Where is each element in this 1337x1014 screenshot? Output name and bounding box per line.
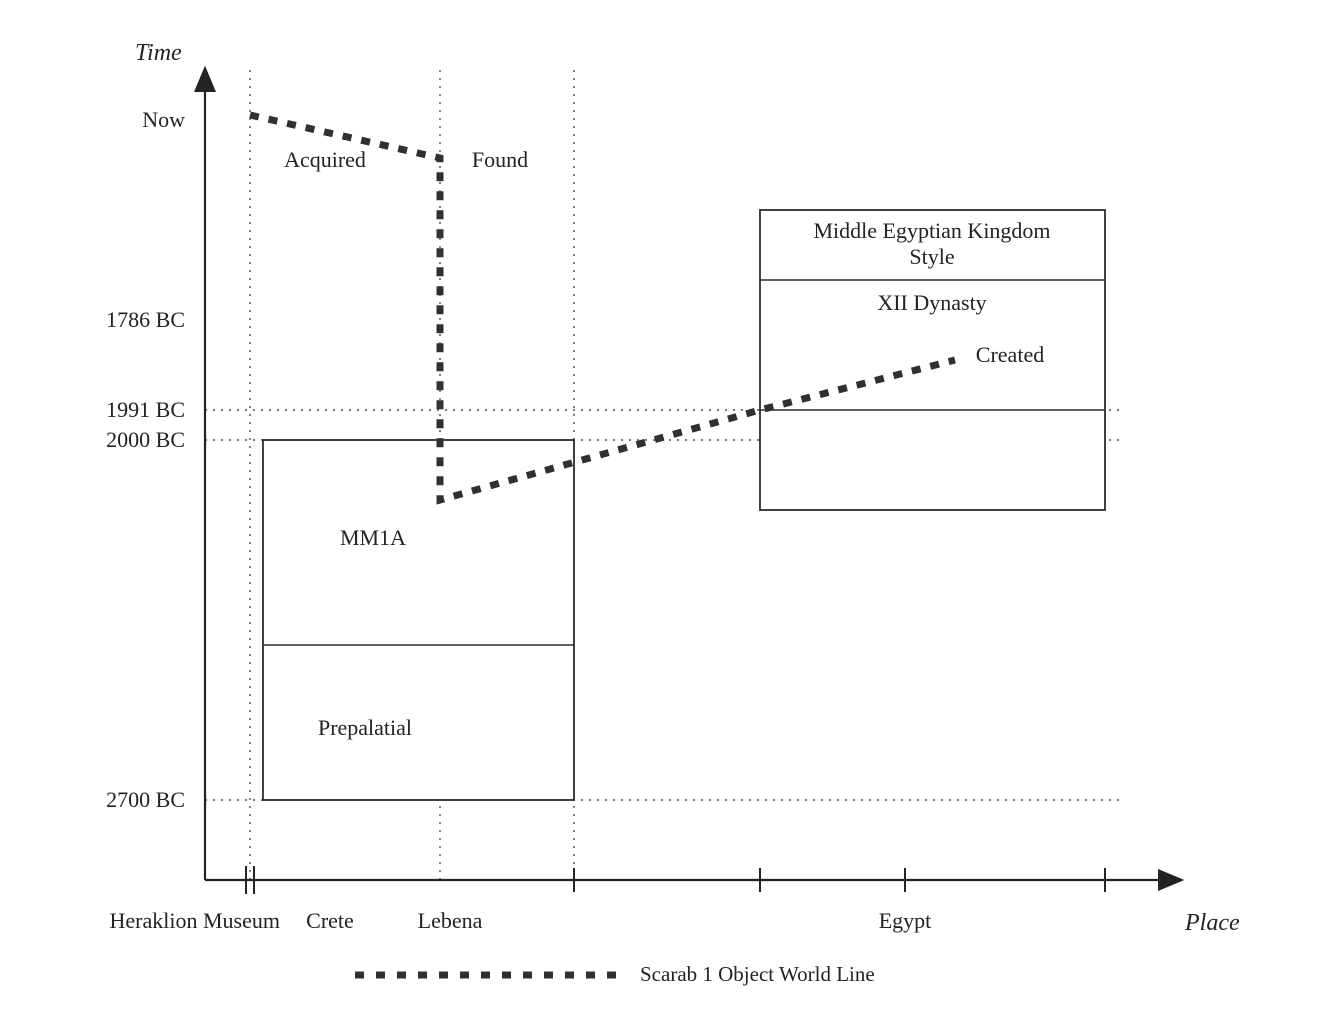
y-tick-label-2000bc: 2000 BC <box>106 427 185 452</box>
y-tick-label-1991bc: 1991 BC <box>106 397 185 422</box>
egypt-kingdom-box-label-1: Style <box>909 244 954 269</box>
legend-label: Scarab 1 Object World Line <box>640 962 875 986</box>
y-tick-label-now: Now <box>142 107 185 132</box>
crete-periods-box-label-0: MM1A <box>340 525 406 550</box>
y-tick-label-2700bc: 2700 BC <box>106 787 185 812</box>
event-label-created: Created <box>976 342 1044 367</box>
x-tick-label-egypt: Egypt <box>879 908 932 933</box>
egypt-kingdom-box-label-0: Middle Egyptian Kingdom <box>813 218 1050 243</box>
x-tick-label-lebena: Lebena <box>418 908 483 933</box>
x-tick-label-crete: Crete <box>306 908 354 933</box>
crete-periods-box <box>263 440 574 800</box>
crete-periods-box-label-1: Prepalatial <box>318 715 412 740</box>
event-label-found: Found <box>472 147 528 172</box>
y-tick-label-1786bc: 1786 BC <box>106 307 185 332</box>
event-label-acquired: Acquired <box>284 147 366 172</box>
x-tick-label-heraklion: Heraklion Museum <box>110 908 280 933</box>
x-axis-label: Place <box>1184 910 1240 936</box>
y-axis-label: Time <box>135 40 182 66</box>
egypt-kingdom-box-label-2: XII Dynasty <box>877 290 986 315</box>
